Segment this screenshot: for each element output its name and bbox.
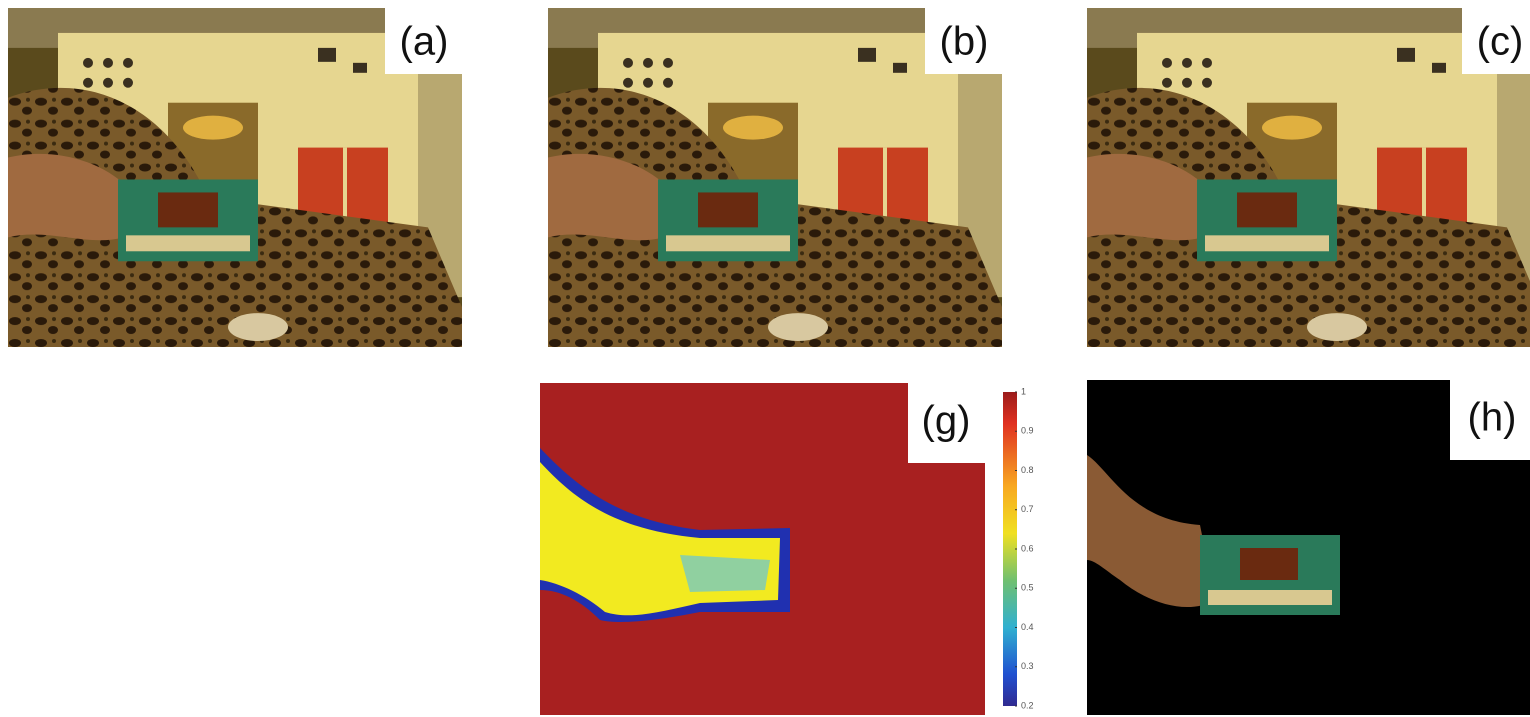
colorbar-tick-label: 0.6	[1021, 543, 1034, 553]
panel-label: (b)	[940, 20, 989, 64]
colorbar-tick-label: 0.9	[1021, 426, 1034, 436]
panel-label: (h)	[1468, 396, 1517, 440]
colorbar-tick-label: 0.5	[1021, 583, 1034, 593]
colorbar-tick-label: 1	[1021, 386, 1026, 396]
colorbar-tick-label: 0.7	[1021, 504, 1034, 514]
panel-label: (a)	[400, 20, 449, 64]
figure: (a) (b) (c) (g) 1 0.9 0.8 0.7 0.6 0.5 0.4 0.3 0.…	[0, 0, 1530, 717]
panel-label: (g)	[922, 399, 971, 443]
colorbar-ticks: 1 0.9 0.8 0.7 0.6 0.5 0.4 0.3 0.2	[1015, 386, 1034, 710]
panel-label: (c)	[1477, 20, 1524, 64]
colorbar-tick-label: 0.8	[1021, 465, 1034, 475]
colorbar-tick-label: 0.2	[1021, 700, 1034, 710]
colorbar	[1003, 392, 1017, 706]
colorbar-tick-label: 0.3	[1021, 661, 1034, 671]
colorbar-tick-label: 0.4	[1021, 622, 1034, 632]
